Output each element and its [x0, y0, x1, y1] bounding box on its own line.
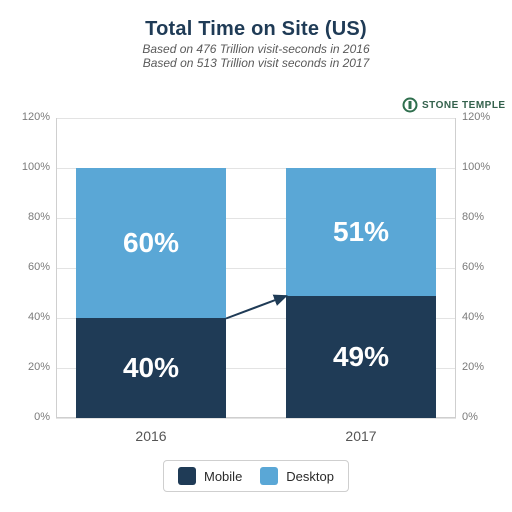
ytick-left: 100%: [16, 162, 50, 173]
gridline: [56, 418, 456, 419]
bar-value-label: 49%: [333, 341, 389, 373]
legend-label: Desktop: [286, 469, 334, 484]
bar-segment: 51%: [286, 168, 436, 296]
ytick-right: 60%: [462, 262, 484, 273]
ytick-left: 80%: [16, 212, 50, 223]
bar-value-label: 40%: [123, 352, 179, 384]
brand-icon: [402, 97, 418, 113]
bar-value-label: 60%: [123, 227, 179, 259]
brand-label: STONE TEMPLE: [422, 100, 506, 111]
ytick-left: 40%: [16, 312, 50, 323]
ytick-left: 120%: [16, 112, 50, 123]
bar-segment: 40%: [76, 318, 226, 418]
ytick-right: 80%: [462, 212, 484, 223]
ytick-right: 0%: [462, 412, 478, 423]
x-category-label: 2016: [76, 428, 226, 444]
chart-subtitle-1: Based on 476 Trillion visit-seconds in 2…: [0, 42, 512, 56]
bar-segment: 49%: [286, 296, 436, 419]
axis-right: [455, 118, 456, 418]
ytick-right: 40%: [462, 312, 484, 323]
gridline: [56, 118, 456, 119]
ytick-left: 60%: [16, 262, 50, 273]
bar-segment: 60%: [76, 168, 226, 318]
x-category-label: 2017: [286, 428, 436, 444]
legend-swatch: [260, 467, 278, 485]
brand-badge: STONE TEMPLE: [402, 97, 506, 113]
bar: 49% 51%: [286, 168, 436, 418]
plot-area: 0%0%20%20%40%40%60%60%80%80%100%100%120%…: [56, 118, 456, 418]
ytick-left: 20%: [16, 362, 50, 373]
chart-title: Total Time on Site (US): [0, 18, 512, 41]
legend-label: Mobile: [204, 469, 242, 484]
legend-item: Mobile: [178, 467, 242, 485]
legend-swatch: [178, 467, 196, 485]
ytick-right: 20%: [462, 362, 484, 373]
axis-left: [56, 118, 57, 418]
bar-value-label: 51%: [333, 216, 389, 248]
chart-canvas: Total Time on Site (US) Based on 476 Tri…: [0, 0, 512, 512]
bar: 40% 60%: [76, 168, 226, 418]
chart-subtitle-2: Based on 513 Trillion visit seconds in 2…: [0, 56, 512, 70]
legend-item: Desktop: [260, 467, 334, 485]
ytick-left: 0%: [16, 412, 50, 423]
ytick-right: 120%: [462, 112, 490, 123]
trend-arrow: [219, 289, 293, 326]
ytick-right: 100%: [462, 162, 490, 173]
legend: Mobile Desktop: [163, 460, 349, 492]
